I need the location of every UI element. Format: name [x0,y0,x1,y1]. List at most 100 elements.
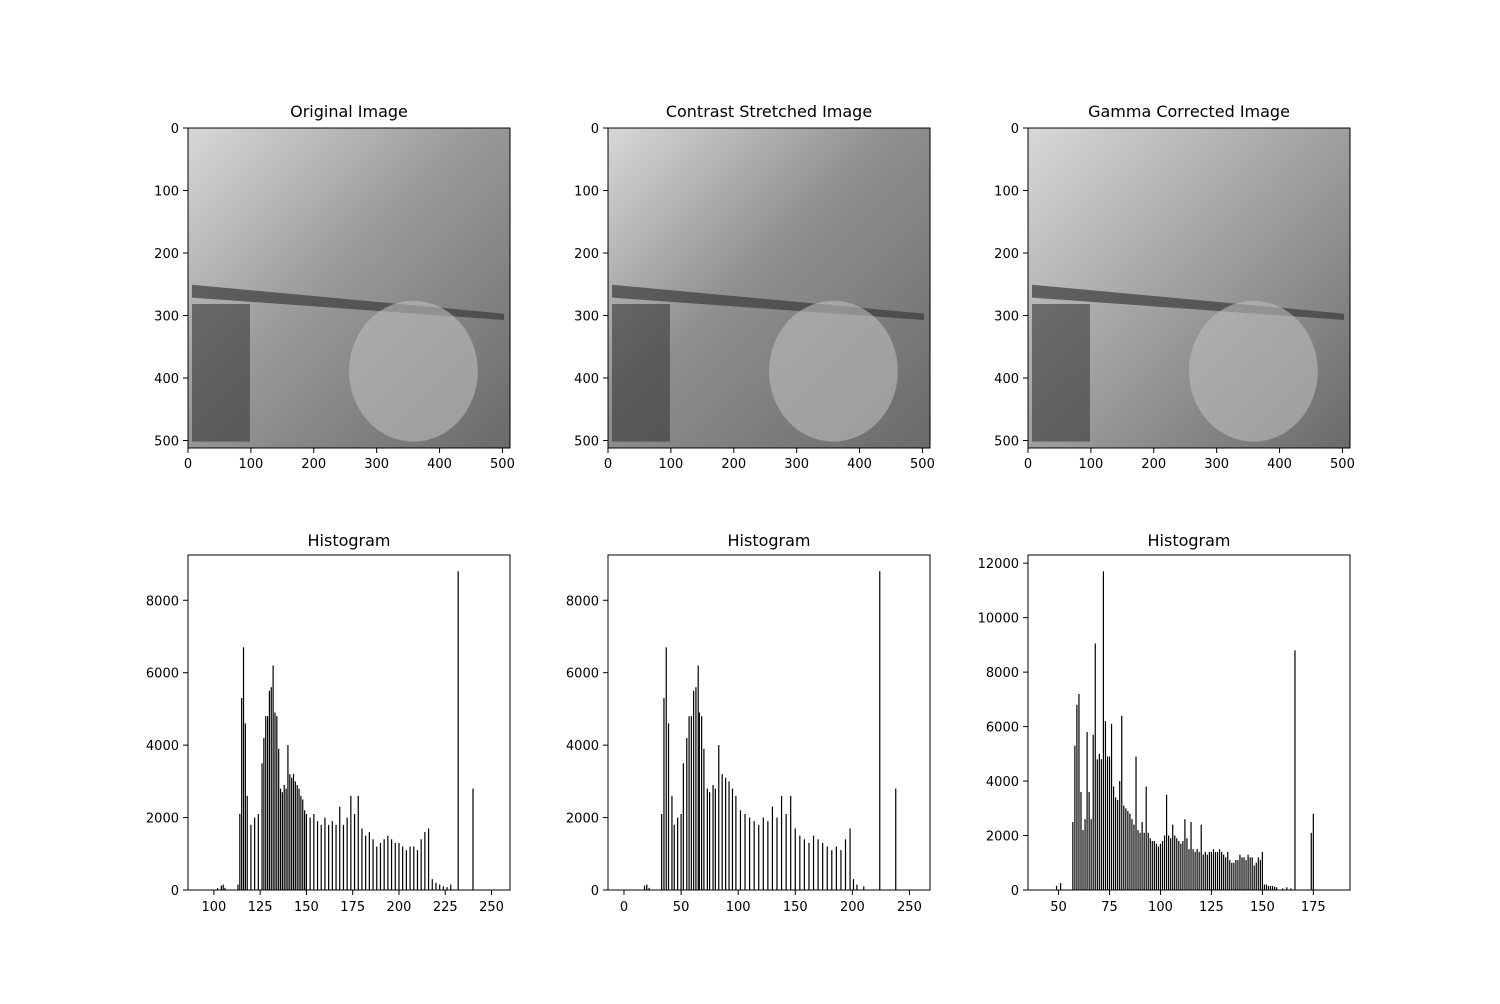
histogram-bar [450,884,452,890]
y-tick-label: 500 [994,435,1019,450]
histogram-bar [1072,821,1074,890]
histogram-bar [1286,887,1288,890]
panel-title: Histogram [1148,531,1231,550]
y-tick-label: 300 [574,310,599,325]
histogram-bar [688,716,690,890]
x-tick-label: 100 [201,900,226,915]
histogram-bar [409,846,411,890]
histogram-bar [342,824,345,890]
panel-title: Original Image [290,102,408,121]
histogram-bar [268,690,271,890]
histogram-bar [790,795,792,890]
histogram-bar [435,882,437,890]
x-tick-label: 200 [387,900,412,915]
histogram-bar [394,842,396,890]
histogram-bar [402,846,404,890]
histogram-bar [690,716,692,890]
histogram-bar [353,813,356,890]
histogram-bar [725,777,727,890]
histogram-bar [767,821,769,890]
histogram-bar [731,788,734,890]
image-shadow [612,304,670,442]
histogram-bar [1273,886,1276,890]
histogram-bar [1184,819,1186,890]
histogram-bar [270,687,272,890]
histogram-bar [1086,732,1088,890]
histogram-bar [246,795,248,890]
histogram-bar [1147,832,1149,890]
histogram-bar [1125,808,1127,890]
histogram-bar [266,716,269,890]
histogram-bar [1204,851,1206,890]
histogram-bar [1182,840,1184,890]
histogram-bar [303,810,306,890]
histogram-bar [735,795,737,890]
histogram-bar [677,817,679,890]
panel-title: Gamma Corrected Image [1088,102,1290,121]
y-tick-label: 2000 [146,812,179,827]
histogram-bar [697,665,699,890]
histogram-bar [661,813,663,890]
y-tick-label: 4000 [146,739,179,754]
histogram-bar [808,842,810,890]
histogram-bar [1194,851,1196,890]
histogram-bar [1110,723,1113,890]
histogram-bar [1202,854,1204,890]
histogram-bar [1233,862,1235,890]
x-tick-label: 125 [248,900,273,915]
histogram-bar [339,806,341,890]
histogram-bar [1119,781,1121,890]
image-face [769,300,898,442]
histogram-bar [244,723,246,890]
histogram-bar [794,828,796,890]
histogram-bar [856,884,858,890]
panel-title: Contrast Stretched Image [666,102,872,121]
histogram-bar [335,824,337,890]
histogram-bar [257,813,259,890]
histogram-bar [237,884,239,890]
histogram-bar [1106,756,1109,890]
histogram-bar [698,712,700,890]
histogram-bar [1200,824,1202,890]
histogram-bar [1178,840,1180,890]
histogram-bar [879,571,881,890]
histogram-bar [1076,704,1078,890]
histogram-bar [1127,811,1129,890]
y-tick-label: 0 [171,884,179,899]
y-tick-label: 8000 [566,594,599,609]
histogram-bar [1231,862,1233,890]
x-tick-label: 200 [1141,457,1166,472]
histogram-bar [1180,843,1182,890]
y-tick-label: 100 [994,185,1019,200]
x-tick-label: 100 [1148,900,1173,915]
histogram-bar [1100,759,1102,890]
histogram-bar [1263,884,1266,890]
y-tick-label: 2000 [986,830,1019,845]
histogram-bar [693,690,695,890]
histogram-panel-gamma-corrected: Histogram 50 75 100 125 150 175 0 2000 4000 6000 8… [978,531,1351,915]
axes-frame [607,127,931,449]
x-tick-label: 300 [1204,457,1229,472]
histogram-bar [316,821,319,890]
histogram-bar [1245,860,1247,890]
histogram-bar [682,763,684,890]
histogram-bar [1276,887,1278,890]
y-tick-label: 8000 [146,594,179,609]
histogram-bar [309,817,311,890]
x-tick-label: 400 [1267,457,1292,472]
x-tick-label: 250 [479,900,504,915]
histogram-bar [298,788,300,890]
histogram-bar [758,824,760,890]
histogram-bar [817,839,819,890]
histogram-bar [350,795,352,890]
histogram-bar [1237,860,1239,890]
histogram-bar [1082,830,1084,890]
histogram-bar [1239,854,1241,890]
panel-title: Histogram [728,531,811,550]
histogram-bar [1312,813,1314,890]
y-tick-label: 300 [994,310,1019,325]
histogram-bar [439,884,441,890]
histogram-bar [1104,721,1107,890]
histogram-bar [379,842,382,890]
histogram-bar [281,792,283,890]
